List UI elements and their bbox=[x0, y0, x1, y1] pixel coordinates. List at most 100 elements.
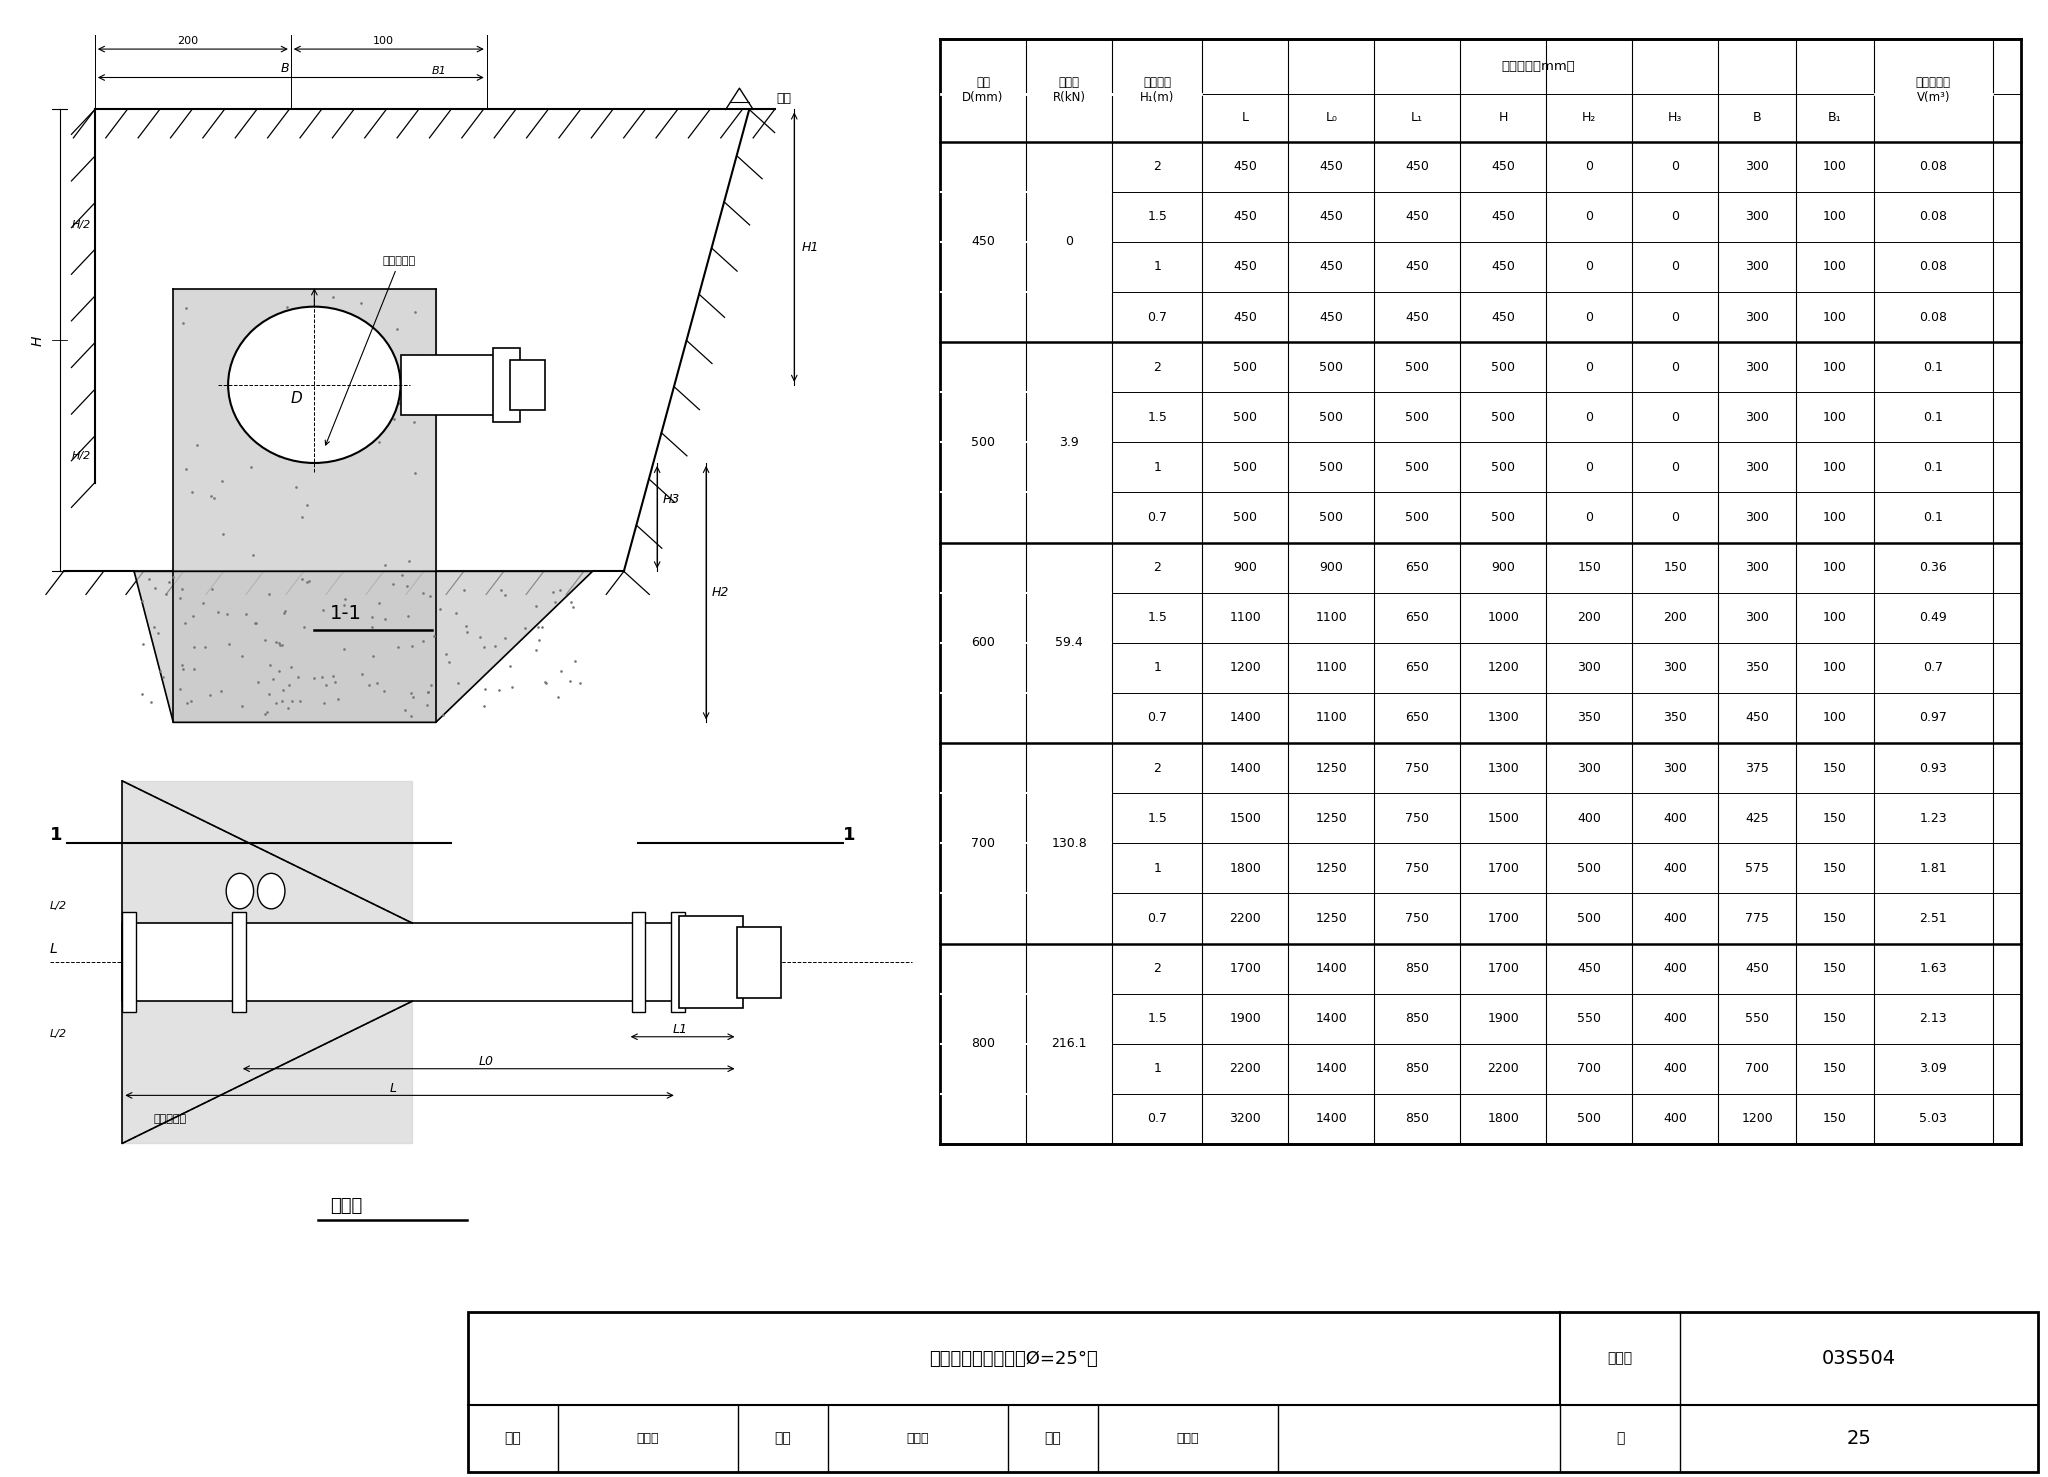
Bar bbox=[123, 923, 676, 1001]
Text: 1.5: 1.5 bbox=[1147, 411, 1167, 424]
Text: 1400: 1400 bbox=[1229, 712, 1262, 725]
Text: 2: 2 bbox=[1153, 762, 1161, 774]
Text: 0.49: 0.49 bbox=[1919, 611, 1948, 625]
Text: 450: 450 bbox=[1491, 210, 1516, 223]
Text: 500: 500 bbox=[1577, 1112, 1602, 1125]
Text: 3.09: 3.09 bbox=[1919, 1062, 1948, 1075]
Text: 775: 775 bbox=[1745, 911, 1769, 925]
Text: 03S504: 03S504 bbox=[1823, 1349, 1896, 1368]
Text: 150: 150 bbox=[1823, 962, 1847, 975]
Text: 1000: 1000 bbox=[1487, 611, 1520, 625]
Text: L/2: L/2 bbox=[49, 1029, 68, 1038]
Text: 500: 500 bbox=[971, 436, 995, 449]
Text: 300: 300 bbox=[1745, 411, 1769, 424]
Text: 1250: 1250 bbox=[1315, 911, 1348, 925]
Text: 1100: 1100 bbox=[1315, 712, 1348, 725]
Text: 贴油毡一层: 贴油毡一层 bbox=[326, 256, 416, 445]
Text: 作用力
R(kN): 作用力 R(kN) bbox=[1053, 77, 1085, 105]
Text: 1250: 1250 bbox=[1315, 762, 1348, 774]
Text: 500: 500 bbox=[1233, 360, 1257, 374]
Text: 450: 450 bbox=[1233, 210, 1257, 223]
Text: 100: 100 bbox=[1823, 461, 1847, 474]
Text: 350: 350 bbox=[1663, 712, 1688, 725]
Text: 1.63: 1.63 bbox=[1919, 962, 1948, 975]
Text: 0: 0 bbox=[1671, 260, 1679, 273]
Text: 1400: 1400 bbox=[1315, 962, 1348, 975]
Text: 450: 450 bbox=[1233, 310, 1257, 323]
Text: 400: 400 bbox=[1663, 1062, 1688, 1075]
Text: 300: 300 bbox=[1745, 461, 1769, 474]
Text: 150: 150 bbox=[1663, 561, 1688, 575]
Text: 混凝土用量
V(m³): 混凝土用量 V(m³) bbox=[1915, 77, 1952, 105]
Text: 1800: 1800 bbox=[1229, 863, 1262, 874]
Text: 400: 400 bbox=[1663, 812, 1688, 824]
Text: H: H bbox=[31, 335, 45, 346]
Text: 450: 450 bbox=[1319, 210, 1343, 223]
Text: 1500: 1500 bbox=[1487, 812, 1520, 824]
Text: 2200: 2200 bbox=[1487, 1062, 1520, 1075]
Text: 400: 400 bbox=[1663, 863, 1688, 874]
Bar bbox=[401, 354, 502, 415]
Text: 1500: 1500 bbox=[1229, 812, 1262, 824]
Text: 100: 100 bbox=[1823, 160, 1847, 173]
Text: 450: 450 bbox=[1491, 310, 1516, 323]
Text: 100: 100 bbox=[1823, 561, 1847, 575]
Text: 450: 450 bbox=[1319, 260, 1343, 273]
Text: 450: 450 bbox=[971, 235, 995, 248]
Text: 管径
D(mm): 管径 D(mm) bbox=[963, 77, 1004, 105]
Text: 1200: 1200 bbox=[1741, 1112, 1774, 1125]
Text: 750: 750 bbox=[1405, 911, 1430, 925]
Bar bbox=[123, 913, 135, 1012]
Text: 0.1: 0.1 bbox=[1923, 360, 1944, 374]
Text: H1: H1 bbox=[803, 241, 819, 254]
Text: 550: 550 bbox=[1745, 1012, 1769, 1025]
Text: 0.08: 0.08 bbox=[1919, 160, 1948, 173]
Text: L0: L0 bbox=[479, 1055, 494, 1068]
Text: 100: 100 bbox=[1823, 411, 1847, 424]
Text: D: D bbox=[291, 390, 303, 406]
Text: L/2: L/2 bbox=[49, 901, 68, 911]
Text: 审核: 审核 bbox=[504, 1431, 522, 1446]
Text: 650: 650 bbox=[1405, 662, 1430, 675]
Text: 0.7: 0.7 bbox=[1147, 310, 1167, 323]
Text: 59.4: 59.4 bbox=[1055, 637, 1083, 650]
Text: 0: 0 bbox=[1671, 411, 1679, 424]
Text: 900: 900 bbox=[1319, 561, 1343, 575]
Text: 0.7: 0.7 bbox=[1923, 662, 1944, 675]
Text: 1: 1 bbox=[1153, 1062, 1161, 1075]
Text: 1.5: 1.5 bbox=[1147, 1012, 1167, 1025]
Text: 850: 850 bbox=[1405, 1112, 1430, 1125]
Text: 300: 300 bbox=[1663, 762, 1688, 774]
Text: 400: 400 bbox=[1577, 812, 1602, 824]
Text: 500: 500 bbox=[1319, 360, 1343, 374]
Text: L: L bbox=[389, 1081, 397, 1094]
Text: 0.08: 0.08 bbox=[1919, 310, 1948, 323]
Text: 450: 450 bbox=[1319, 310, 1343, 323]
Text: H/2: H/2 bbox=[72, 450, 90, 461]
Text: 1800: 1800 bbox=[1487, 1112, 1520, 1125]
Text: 100: 100 bbox=[1823, 360, 1847, 374]
Text: 200: 200 bbox=[178, 35, 199, 46]
Text: 0: 0 bbox=[1671, 461, 1679, 474]
Ellipse shape bbox=[258, 873, 285, 908]
Text: 2: 2 bbox=[1153, 561, 1161, 575]
Bar bbox=[469, 1312, 2038, 1473]
Text: 700: 700 bbox=[1745, 1062, 1769, 1075]
Text: 500: 500 bbox=[1405, 360, 1430, 374]
Text: 支墩尺寸（mm）: 支墩尺寸（mm） bbox=[1501, 61, 1575, 74]
Text: 2.51: 2.51 bbox=[1919, 911, 1948, 925]
Text: 2: 2 bbox=[1153, 360, 1161, 374]
Bar bbox=[737, 926, 780, 997]
Text: 平面图: 平面图 bbox=[330, 1196, 362, 1216]
Text: 5.03: 5.03 bbox=[1919, 1112, 1948, 1125]
Text: 500: 500 bbox=[1577, 911, 1602, 925]
Text: 0.1: 0.1 bbox=[1923, 511, 1944, 524]
Text: 1700: 1700 bbox=[1487, 962, 1520, 975]
Text: 300: 300 bbox=[1745, 210, 1769, 223]
Text: 0.93: 0.93 bbox=[1919, 762, 1948, 774]
Text: 300: 300 bbox=[1745, 310, 1769, 323]
Text: 300: 300 bbox=[1577, 762, 1602, 774]
Text: L1: L1 bbox=[674, 1024, 688, 1037]
Text: 100: 100 bbox=[1823, 712, 1847, 725]
Text: B: B bbox=[281, 62, 289, 75]
